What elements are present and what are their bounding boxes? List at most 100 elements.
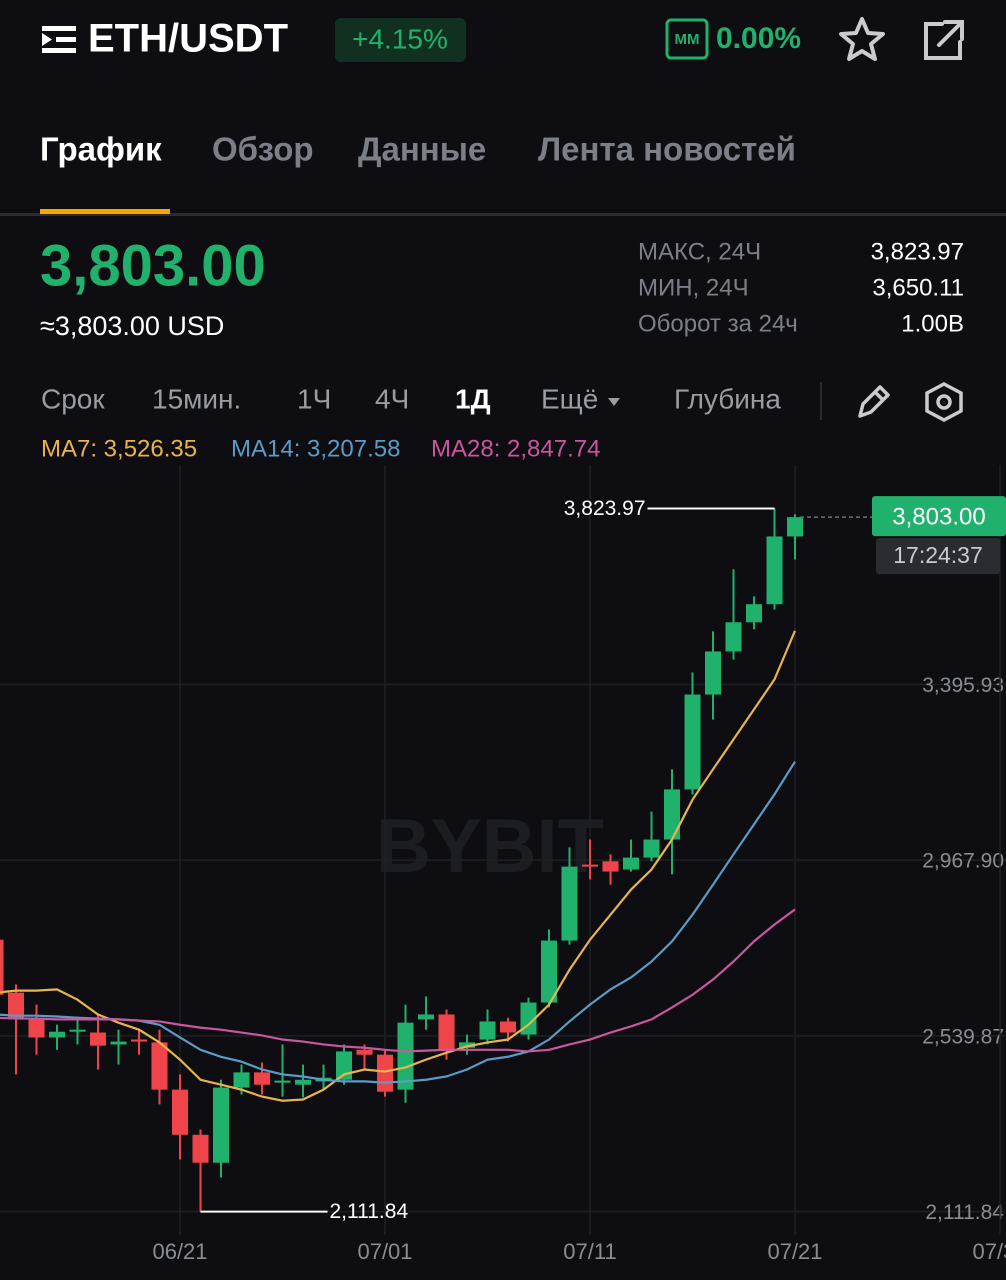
menu-icon[interactable]	[42, 26, 76, 53]
tab[interactable]: Обзор	[212, 131, 314, 168]
candle-body	[602, 861, 619, 872]
interval[interactable]: 15мин.	[152, 383, 241, 414]
candle-body	[623, 857, 639, 870]
candle-body	[49, 1031, 65, 1038]
y-tick-label: 2,967.90	[922, 850, 1004, 873]
candle-body	[90, 1032, 106, 1046]
interval[interactable]: 1Ч	[297, 383, 331, 414]
candle-body	[233, 1072, 250, 1088]
share-icon[interactable]	[924, 20, 964, 60]
x-tick-label: 06/21	[152, 1239, 207, 1264]
stat-value: 3,823.97	[871, 238, 964, 265]
candle-body	[787, 517, 803, 537]
x-tick-label: 07/31	[972, 1239, 1006, 1264]
change-value: +4.15%	[352, 23, 448, 54]
candle-body	[377, 1054, 393, 1092]
stat-label: МИН, 24Ч	[638, 274, 749, 301]
draw-icon[interactable]	[858, 385, 890, 418]
candle-body	[295, 1079, 311, 1085]
last-price-tag	[872, 496, 1006, 537]
x-tick-label: 07/21	[767, 1239, 822, 1264]
depth-tab[interactable]: Глубина	[674, 383, 781, 414]
candle-body	[643, 839, 660, 858]
candle-body	[582, 864, 598, 867]
usd-price: ≈3,803.00 USD	[40, 311, 224, 341]
pair-title[interactable]: ETH/USDT	[88, 17, 288, 61]
stat-value: 3,650.11	[872, 274, 964, 301]
interval-active[interactable]: 1Д	[455, 383, 491, 414]
candle-body	[746, 604, 762, 623]
interval-label: Срок	[41, 383, 105, 414]
candle-body	[213, 1087, 229, 1163]
candle-body	[418, 1014, 434, 1020]
candle-body	[172, 1089, 188, 1135]
last-price: 3,803.00	[40, 233, 266, 298]
legend-entry: MA14: 3,207.58	[231, 435, 400, 462]
last-price-label: 3,803.00	[892, 503, 985, 530]
x-tick-label: 07/01	[357, 1239, 412, 1264]
candle-body	[705, 651, 721, 695]
countdown-tag	[876, 538, 1000, 575]
candle-body	[131, 1039, 147, 1042]
tab-indicator	[40, 209, 170, 214]
interval-more[interactable]: Ещё	[541, 383, 598, 414]
candle-body	[397, 1022, 414, 1090]
legend-entry: MA7: 3,526.35	[41, 435, 197, 462]
candle-body	[28, 1017, 45, 1038]
hex-center	[936, 394, 952, 410]
settings-icon[interactable]	[925, 382, 963, 422]
menu-bar	[56, 37, 76, 42]
candle-body	[561, 866, 578, 941]
candle-body	[438, 1014, 455, 1050]
menu-arrow	[42, 33, 52, 46]
pencil	[858, 385, 890, 418]
candle-body	[356, 1049, 373, 1055]
dropdown-caret	[608, 398, 620, 406]
tab[interactable]: График	[40, 131, 162, 168]
candle-body	[0, 939, 4, 995]
interval[interactable]: 4Ч	[375, 383, 409, 414]
candle-body	[766, 536, 783, 605]
candle-body	[69, 1029, 86, 1032]
low-label: 2,111.84	[330, 1200, 409, 1223]
ma-line	[0, 630, 797, 1102]
candle-body	[254, 1072, 270, 1085]
candle-body	[192, 1134, 209, 1163]
mm-icon	[665, 18, 709, 60]
candle-body	[274, 1080, 291, 1083]
ma-line	[0, 908, 796, 1053]
change-badge	[335, 18, 466, 62]
candle-body	[684, 694, 701, 790]
mm-badge: MM	[675, 31, 700, 48]
stat-label: Оборот за 24ч	[638, 310, 798, 337]
candle-body	[664, 789, 680, 840]
tab-divider	[0, 213, 1006, 216]
candle-body	[541, 940, 557, 1003]
countdown: 17:24:37	[893, 542, 983, 568]
y-tick-label: 2,111.84	[925, 1201, 1004, 1224]
favorite-icon[interactable]	[839, 17, 885, 61]
mm-value: 0.00%	[716, 22, 801, 55]
candle-body	[151, 1042, 168, 1090]
stat-value: 1.00B	[901, 310, 964, 337]
high-label: 3,823.97	[564, 497, 646, 520]
candle-body	[725, 622, 742, 652]
tab[interactable]: Данные	[358, 131, 486, 168]
menu-bar	[42, 26, 76, 31]
stat-label: МАКС, 24Ч	[638, 238, 761, 265]
y-tick-label: 2,539.87	[922, 1025, 1004, 1048]
candle-body	[500, 1021, 516, 1033]
share-arrow	[937, 20, 964, 47]
tab[interactable]: Лента новостей	[538, 131, 796, 168]
y-tick-label: 3,395.93	[922, 674, 1004, 697]
candle-body	[479, 1021, 496, 1040]
menu-bar	[42, 48, 76, 53]
candle-body	[8, 992, 24, 1020]
candle-body	[110, 1041, 127, 1045]
legend-entry: MA28: 2,847.74	[431, 435, 600, 462]
candle-body	[459, 1042, 475, 1048]
divider	[820, 382, 822, 420]
